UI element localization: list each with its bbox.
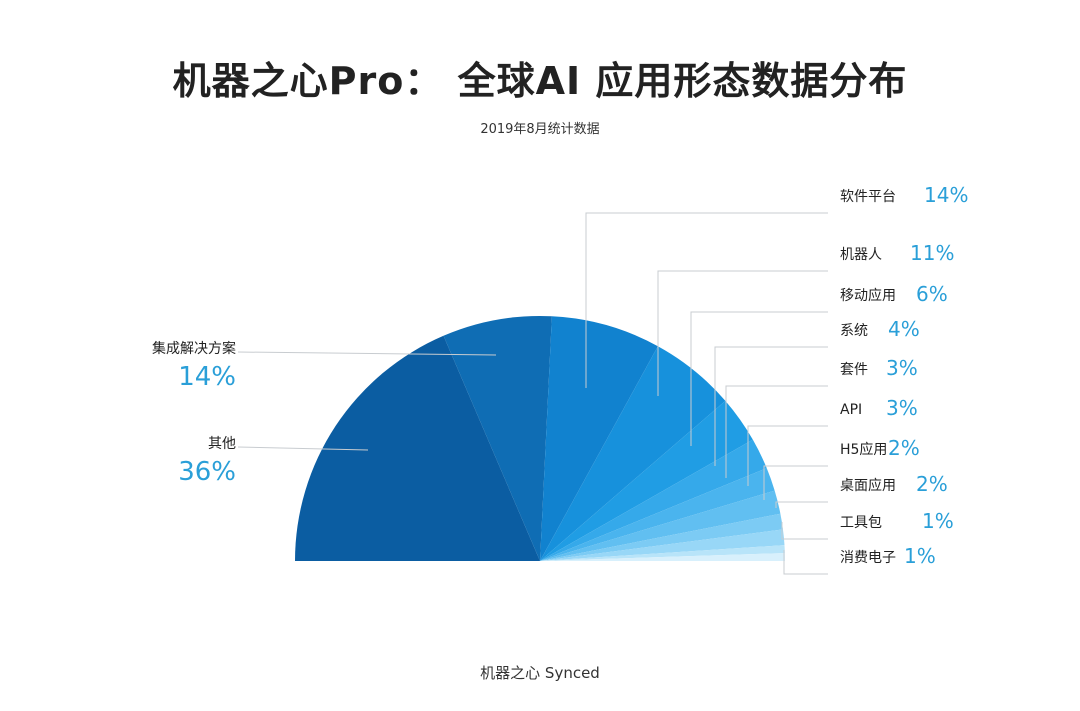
- slice-label-7: 套件: [840, 362, 868, 378]
- slice-value-6: 4%: [888, 317, 920, 341]
- footer-credit: 机器之心 Synced: [480, 664, 600, 682]
- slice-value-11: 1%: [922, 509, 954, 533]
- pie-slice-1: [295, 335, 540, 561]
- pie-slice-5: [540, 400, 753, 561]
- pie-slice-9: [540, 513, 783, 561]
- slice-label-10: 桌面应用: [840, 477, 896, 494]
- leader-line-9: [763, 465, 828, 500]
- leader-line-7: [725, 385, 828, 478]
- chart-title: 机器之心Pro： 全球AI 应用形态数据分布: [172, 59, 908, 103]
- pie-slice-11: [540, 545, 785, 561]
- pie-slice-4: [540, 346, 726, 561]
- slice-value-7: 3%: [886, 356, 918, 380]
- slice-value-10: 2%: [916, 472, 948, 496]
- slice-label-8: API: [840, 402, 862, 418]
- slice-label-11: 工具包: [840, 515, 882, 531]
- slice-value-3: 14%: [924, 183, 968, 207]
- slice-label-2: 集成解决方案: [152, 340, 236, 357]
- slice-value-4: 11%: [910, 241, 954, 265]
- pie-slice-7: [540, 468, 775, 561]
- slice-value-5: 6%: [916, 282, 948, 306]
- leader-line-6: [714, 346, 828, 466]
- leader-line-3: [585, 212, 828, 388]
- slice-label-4: 机器人: [840, 247, 882, 263]
- pie-slice-3: [540, 316, 658, 561]
- slice-labels: 其他 36% 集成解决方案 14% 软件平台 14% 机器人 11% 移动应用 6% 系统 4% 套件 3…: [152, 183, 968, 575]
- leader-line-2: [237, 351, 497, 356]
- leader-line-10: [775, 501, 828, 508]
- slice-label-6: 系统: [840, 323, 868, 339]
- pie-slices: [295, 316, 785, 561]
- leader-line-8: [747, 425, 828, 486]
- slice-value-12: 1%: [904, 544, 936, 568]
- leader-line-4: [657, 270, 828, 396]
- leader-line-12: [783, 550, 828, 575]
- chart-subtitle: 2019年8月统计数据: [480, 122, 600, 137]
- pie-slice-10: [540, 529, 785, 561]
- leader-line-5: [690, 311, 828, 446]
- slice-value-9: 2%: [888, 436, 920, 460]
- slice-label-3: 软件平台: [840, 189, 896, 205]
- slice-label-1: 其他: [208, 436, 236, 452]
- leader-line-1: [237, 446, 369, 451]
- pie-slice-6: [540, 439, 767, 561]
- slice-label-9: H5应用: [840, 441, 887, 458]
- slice-label-5: 移动应用: [840, 287, 896, 304]
- slice-label-12: 消费电子: [840, 550, 896, 566]
- slice-value-2: 14%: [178, 362, 236, 392]
- pie-slice-12: [540, 553, 785, 561]
- slice-value-8: 3%: [886, 396, 918, 420]
- slice-value-1: 36%: [178, 457, 236, 487]
- pie-slice-8: [540, 490, 781, 561]
- leader-line-11: [781, 522, 828, 540]
- pie-slice-2: [443, 316, 552, 561]
